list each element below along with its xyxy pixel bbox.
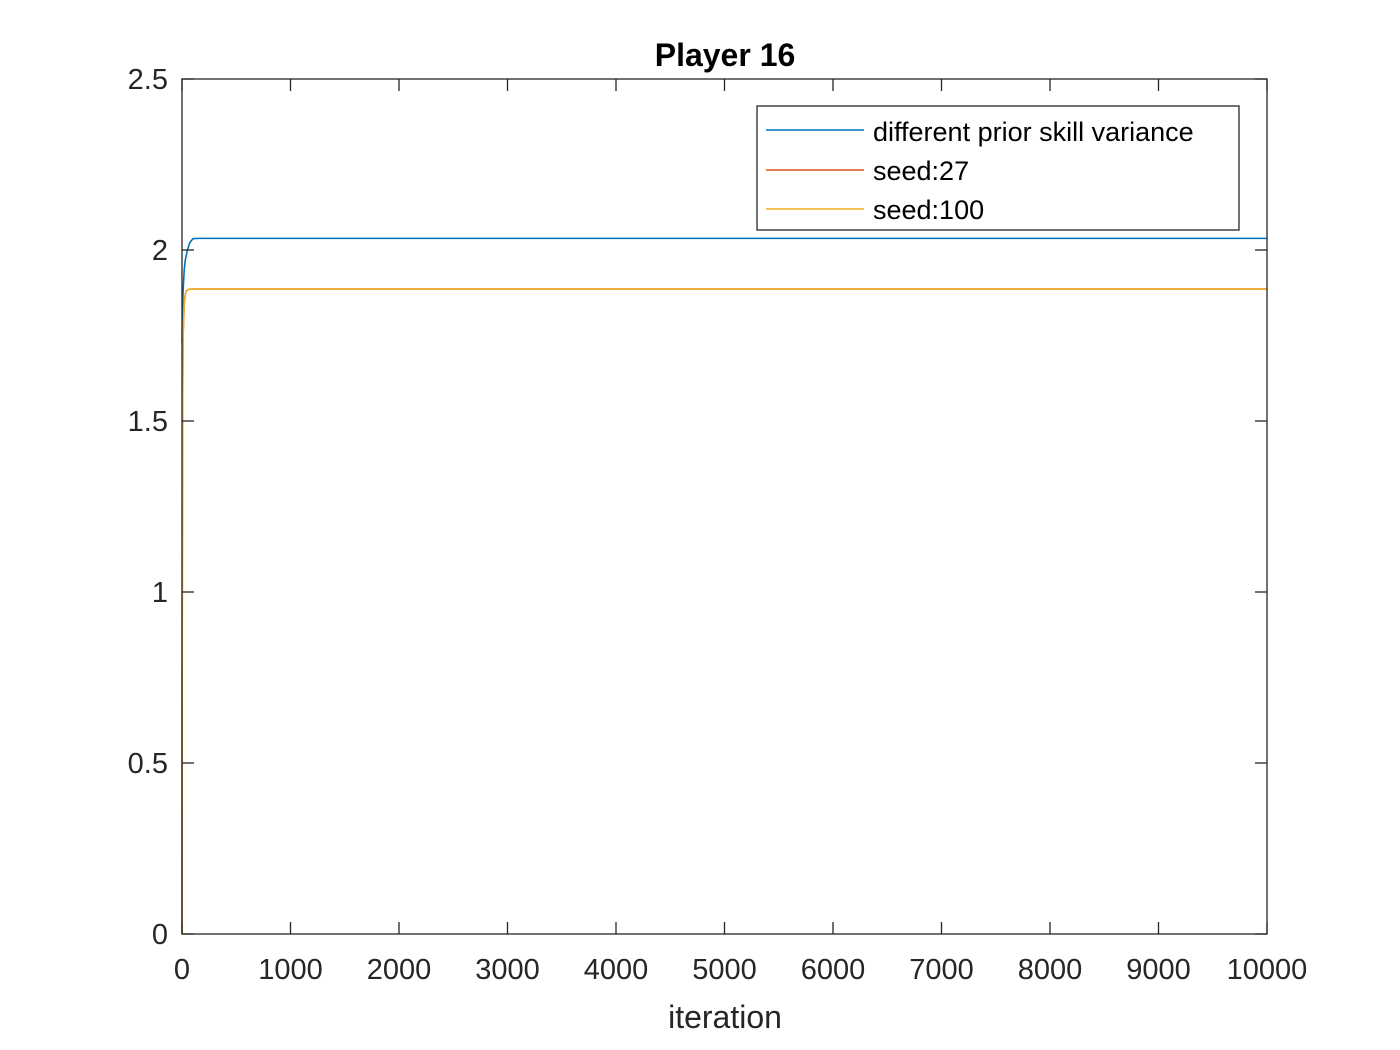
y-tick-label: 0.5 [128,748,168,780]
x-tick-label: 6000 [801,954,866,986]
x-tick-label: 10000 [1227,954,1308,986]
x-tick-label: 3000 [475,954,540,986]
y-tick-label: 1.5 [128,406,168,438]
series-line-different-prior-skill-variance [181,237,1267,343]
y-tick-label: 2 [152,235,168,267]
y-tick-label: 0 [152,919,168,951]
y-tick-label: 2.5 [128,64,168,96]
x-tick-label: 9000 [1126,954,1191,986]
x-tick-label: 5000 [692,954,757,986]
chart-title: Player 16 [655,37,796,73]
x-tick-label: 7000 [909,954,974,986]
x-tick-label: 4000 [584,954,649,986]
ticks-layer: 0 1000 2000 3000 4000 5000 6000 7000 8000 9000 100… [128,64,1308,986]
x-axis-label: iteration [668,999,782,1035]
legend-label-different-prior-skill-variance: different prior skill variance [873,117,1194,147]
legend-label-seed-100: seed:100 [873,195,984,225]
legend: different prior skill variance seed:27 s… [756,105,1240,231]
x-tick-label: 8000 [1018,954,1083,986]
x-tick-label: 2000 [367,954,432,986]
legend-label-seed-27: seed:27 [873,156,969,186]
x-tick-label: 1000 [258,954,323,986]
y-tick-label: 1 [152,577,168,609]
x-tick-label: 0 [174,954,190,986]
